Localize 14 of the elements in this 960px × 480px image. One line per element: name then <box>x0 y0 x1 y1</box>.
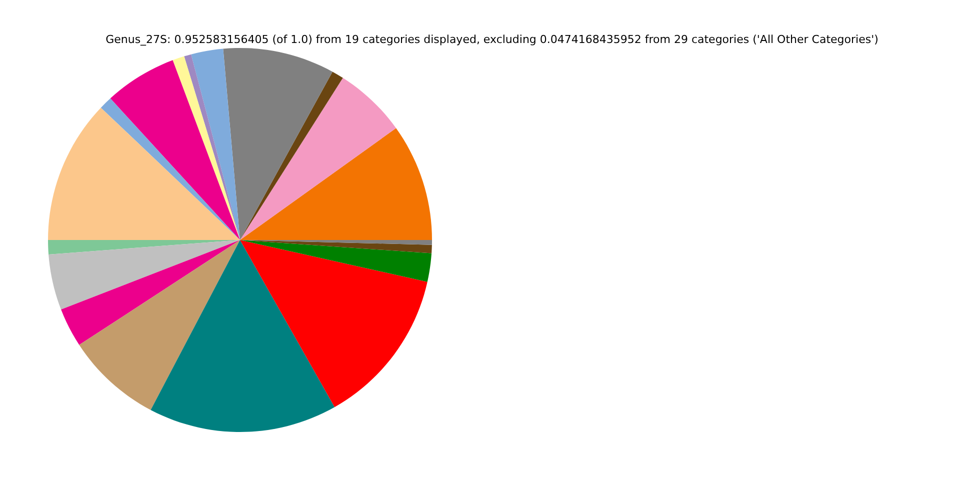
pie-slice <box>150 240 335 432</box>
pie-slice <box>240 78 396 240</box>
pie-slice <box>172 56 240 240</box>
pie-slice <box>48 108 240 240</box>
pie-slice <box>240 72 343 240</box>
pie-slice <box>110 60 240 240</box>
pie-slice <box>240 240 428 408</box>
pie-slice <box>79 240 240 410</box>
pie-slice <box>240 128 432 240</box>
pie-slice <box>48 240 240 310</box>
text: Genus_27S: 0.952583156405 (of 1.0) from 19 categories displayed, excluding 0.0474168435952 from 29 categories ('All Other Categories') <box>106 33 878 46</box>
pie-slice <box>240 240 432 282</box>
pie-slice <box>223 48 332 240</box>
pie-slice <box>61 240 240 345</box>
